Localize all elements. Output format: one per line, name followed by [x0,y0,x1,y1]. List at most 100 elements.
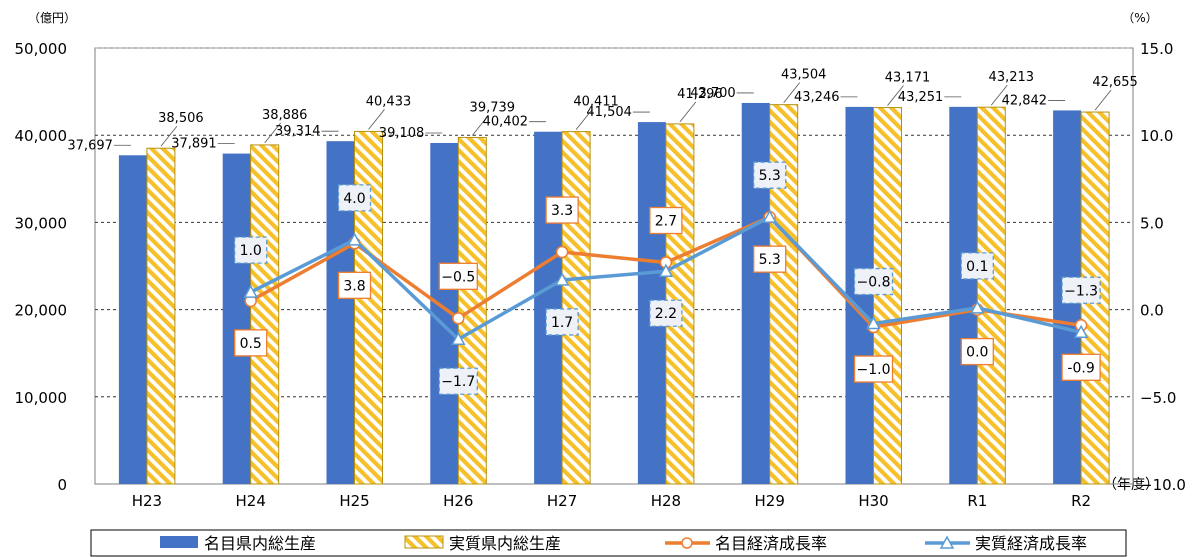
leader-line [575,109,593,130]
y-right-tick-label: 10.0 [1140,127,1173,145]
nominal-growth-data-label: 0.0 [966,345,988,361]
real-gdp-data-label: 43,504 [781,68,827,83]
nominal-growth-label-box [337,271,372,299]
nominal-growth-data-label: 0.5 [240,336,262,352]
leader-line [1094,89,1112,111]
real-growth-label-box [753,161,787,189]
legend-label: 名目経済成長率 [715,534,827,553]
nominal-growth-label-box [1061,353,1101,381]
real-gdp-bar [250,144,280,485]
nominal-growth-data-label: 5.3 [759,252,781,268]
nominal-growth-marker [555,245,569,259]
legend-marker-triangle [939,535,955,549]
real-growth-data-label: 5.3 [759,168,781,184]
nominal-gdp-data-label: 43,251 [898,90,944,105]
real-gdp-data-label: 43,213 [989,70,1035,85]
real-growth-label-box [234,236,268,264]
real-gdp-bar [561,131,591,485]
nominal-gdp-data-label: 39,314 [275,124,321,139]
real-gdp-data-label: 40,433 [366,94,412,109]
leader-line [160,125,178,147]
nominal-gdp-data-label: 41,504 [586,105,632,120]
real-growth-data-label: −1.7 [441,374,475,390]
nominal-growth-data-label: −1.0 [857,362,891,378]
real-growth-marker [762,209,777,223]
y-left-tick-label: 10,000 [15,389,68,407]
real-growth-label-box [1061,276,1101,304]
x-tick-label: H26 [443,492,473,510]
y-left-tick-label: 50,000 [15,40,68,58]
x-tick-label: H25 [339,492,369,510]
y-left-tick-label: 0 [57,476,67,494]
real-gdp-bar [976,106,1006,485]
leader-line [471,115,489,136]
real-gdp-data-label: 41,296 [677,87,723,102]
nominal-growth-data-label: 2.7 [655,214,677,230]
real-gdp-bar [354,130,383,485]
real-growth-marker [1073,324,1089,339]
nominal-gdp-data-label: 43,246 [794,90,840,105]
nominal-growth-label-box [853,355,894,383]
nominal-growth-data-label: -0.9 [1067,360,1094,376]
leader-line [887,85,904,106]
nominal-gdp-bar [222,153,251,484]
x-tick-label: R2 [1071,492,1091,510]
real-growth-data-label: 4.0 [343,191,365,207]
nominal-gdp-bar [949,106,978,484]
nominal-gdp-bar [118,155,147,484]
real-growth-data-label: −0.8 [857,275,891,291]
real-growth-label-box [649,299,683,327]
real-growth-marker [658,263,674,277]
real-gdp-data-label: 39,739 [470,100,516,115]
real-growth-label-box [545,308,579,336]
x-tick-label: H29 [755,492,785,510]
real-growth-data-label: −1.3 [1064,283,1098,299]
real-gdp-data-label: 38,506 [158,111,204,126]
leader-line [990,84,1008,106]
nominal-gdp-data-label: 40,402 [483,115,529,130]
x-tick-label: H30 [858,492,888,510]
real-growth-marker [243,284,258,298]
real-growth-data-label: 0.1 [966,259,988,275]
x-unit-label: （年度） [1103,477,1159,493]
nominal-growth-label-box [960,337,994,366]
leader-line [368,109,385,130]
leader-line [783,82,801,103]
x-tick-label: H23 [132,492,162,510]
real-gdp-data-label: 42,655 [1092,75,1138,90]
y-right-tick-label: 15.0 [1140,40,1173,58]
leader-line [679,101,697,123]
real-gdp-data-label: 40,411 [573,95,619,110]
legend-marker-circle [681,537,693,549]
x-tick-label: R1 [967,492,987,510]
nominal-growth-label-box [545,196,579,224]
nominal-growth-label-box [234,329,268,357]
real-growth-label-box [853,267,894,296]
legend-label: 実質経済成長率 [975,534,1087,553]
nominal-growth-label-box [438,262,478,290]
real-growth-marker [970,300,985,314]
real-gdp-bar [873,107,902,485]
real-growth-marker [554,272,570,286]
nominal-gdp-data-label: 42,842 [1002,93,1048,108]
y-left-tick-label: 30,000 [15,214,68,232]
y-left-tick-label: 40,000 [15,127,68,145]
legend-label: 名目県内総生産 [204,534,316,553]
real-growth-marker [347,232,362,246]
y-right-unit-label: （%） [1122,11,1157,25]
y-right-tick-label: 5.0 [1140,214,1164,232]
real-growth-label-box [960,252,994,280]
x-tick-label: H28 [651,492,681,510]
legend-swatch-real-gdp [404,535,444,549]
nominal-gdp-bar [845,106,874,484]
nominal-growth-marker [452,312,465,325]
y-right-tick-label: −5.0 [1140,389,1176,407]
y-left-unit-label: （億円） [28,11,76,25]
real-gdp-bar [146,147,176,485]
nominal-gdp-data-label: 37,697 [67,138,113,153]
legend-swatch-nominal-gdp [160,536,198,548]
real-growth-marker [451,331,466,345]
nominal-gdp-bar [741,102,770,484]
